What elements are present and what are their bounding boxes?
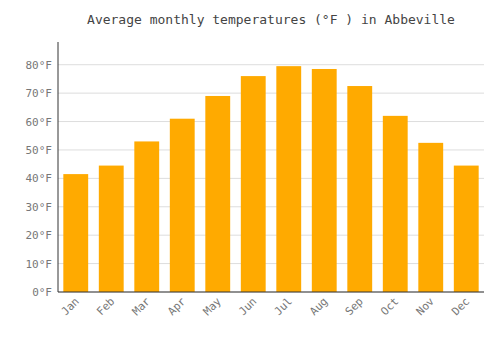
bar [312,69,337,292]
y-tick-label: 60°F [26,116,53,129]
x-tick-label: Jan [59,295,82,318]
y-tick-label: 80°F [26,59,53,72]
x-tick-label: Nov [414,295,438,319]
grid-line [58,121,484,122]
x-tick-label: Dec [449,295,472,318]
x-tick-label: Jul [272,295,295,318]
bar [170,119,195,292]
chart-svg: Average monthly temperatures (°F ) in Ab… [0,0,500,350]
y-axis-line [58,42,59,292]
bar [241,76,266,292]
grid-line [58,93,484,94]
x-tick-label: May [201,295,225,319]
chart-container: Average monthly temperatures (°F ) in Ab… [0,0,500,350]
x-axis-line [58,292,484,293]
x-tick-label: Feb [94,295,117,318]
y-tick-label: 10°F [26,258,53,271]
grid [58,65,484,292]
x-tick-label: Oct [378,295,401,318]
bar [454,166,479,292]
x-tick-label: Sep [343,295,366,318]
y-tick-label: 40°F [26,172,53,185]
bar [276,66,301,292]
x-tick-label: Jun [236,295,259,318]
bars [63,66,478,292]
y-tick-label: 30°F [26,201,53,214]
bar [205,96,230,292]
y-tick-label: 0°F [32,286,52,299]
x-tick-label: Mar [130,295,154,319]
grid-line [58,292,484,293]
bar [347,86,372,292]
y-tick-label: 70°F [26,87,53,100]
x-tick-label: Aug [307,295,330,318]
bar [134,141,159,292]
grid-line [58,64,484,65]
bar [383,116,408,292]
bar [99,166,124,292]
title: Average monthly temperatures (°F ) in Ab… [87,12,455,27]
bar [418,143,443,292]
y-tick-label: 20°F [26,229,53,242]
bar [63,174,88,292]
y-tick-label: 50°F [26,144,53,157]
x-tick-label: Apr [165,295,189,319]
